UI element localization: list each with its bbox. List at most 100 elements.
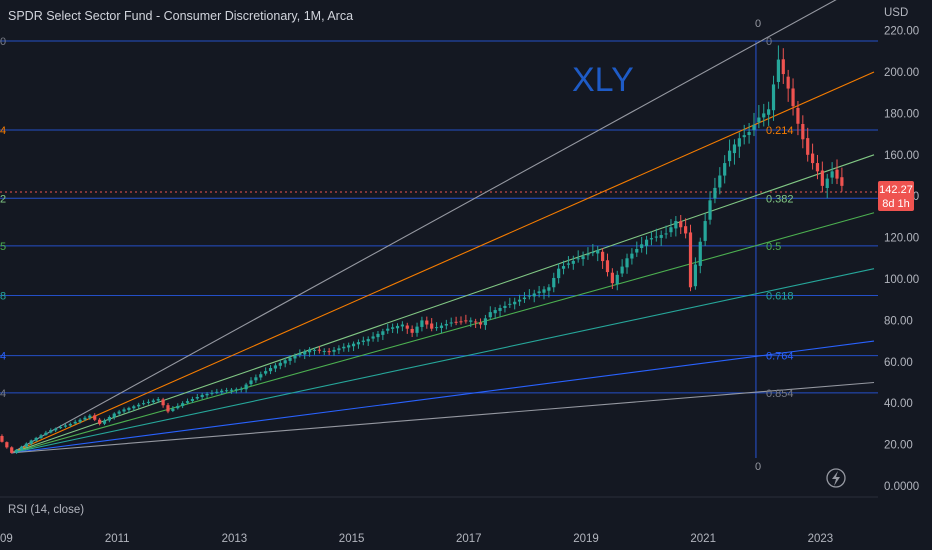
- price-badge: 142.27 8d 1h: [878, 181, 914, 211]
- candle-body: [552, 277, 556, 288]
- candle-body: [351, 343, 356, 347]
- candle-body: [547, 287, 551, 291]
- candle-body: [215, 391, 219, 393]
- candle-body: [654, 236, 658, 238]
- candlestick-series: [0, 45, 844, 454]
- candle-body: [161, 399, 165, 406]
- candle-body: [517, 299, 522, 302]
- y-tick-label: 80.00: [884, 315, 913, 327]
- candle-body: [112, 413, 116, 418]
- candle-body: [801, 124, 805, 140]
- fib-level-label: 0: [766, 36, 772, 48]
- candle-body: [522, 297, 527, 300]
- candle-body: [239, 388, 243, 390]
- candle-body: [498, 307, 502, 311]
- x-tick-label: 2021: [690, 533, 716, 545]
- candle-body: [283, 360, 287, 364]
- candle-body: [527, 295, 531, 297]
- candle-body: [127, 407, 131, 410]
- candle-body: [195, 396, 199, 399]
- time-axis[interactable]: 2009 2011 2013 2015 2017 2019 2021 2023: [0, 533, 833, 545]
- candle-body: [93, 415, 97, 420]
- candle-body: [176, 405, 180, 409]
- candle-body: [596, 250, 600, 254]
- candle-body: [581, 256, 585, 260]
- chart-title: SPDR Select Sector Fund - Consumer Discr…: [8, 9, 353, 23]
- fib-level-label: 0.382: [766, 193, 794, 205]
- candle-body: [703, 221, 707, 241]
- candle-body: [73, 421, 77, 424]
- fib-fan-line: [11, 0, 837, 454]
- candle-body: [610, 272, 614, 284]
- candle-body: [825, 178, 829, 189]
- candle-body: [605, 260, 610, 273]
- candle-body: [5, 442, 9, 448]
- candle-body: [615, 274, 619, 285]
- fib-edge-label: 4: [0, 351, 6, 363]
- candle-body: [625, 258, 629, 268]
- candle-body: [156, 399, 160, 401]
- y-tick-label: 200.00: [884, 67, 919, 79]
- candle-body: [386, 328, 390, 331]
- x-tick-label: 2013: [222, 533, 248, 545]
- y-tick-label: 40.00: [884, 398, 913, 410]
- x-tick-label: 2011: [105, 533, 130, 545]
- fib-fan-line: [11, 212, 875, 454]
- candle-body: [10, 447, 14, 453]
- candle-body: [537, 291, 541, 294]
- x-tick-label: 2019: [573, 533, 599, 545]
- candle-body: [542, 289, 546, 293]
- y-tick-label: 20.00: [884, 440, 913, 452]
- fib-zero-top-label: 0: [755, 18, 761, 30]
- candle-body: [791, 88, 795, 107]
- x-tick-label: 2017: [456, 533, 482, 545]
- candle-body: [439, 325, 444, 328]
- candle-body: [767, 109, 771, 115]
- last-price: 142.27: [879, 184, 913, 196]
- candle-body: [78, 419, 82, 422]
- candle-body: [146, 401, 151, 403]
- candle-body: [259, 374, 263, 378]
- candle-body: [39, 435, 43, 438]
- lightning-icon[interactable]: [826, 468, 846, 488]
- candle-body: [371, 336, 375, 339]
- candle-body: [298, 353, 302, 355]
- candle-body: [723, 163, 727, 176]
- candle-body: [141, 403, 146, 405]
- candle-body: [322, 350, 326, 352]
- candle-body: [68, 423, 72, 426]
- y-tick-label: 100.00: [884, 274, 919, 286]
- candle-body: [88, 415, 92, 418]
- indicator-label[interactable]: RSI (14, close): [8, 504, 84, 516]
- fib-zero-bottom-label: 0: [755, 461, 761, 473]
- fib-edge-label: 2: [0, 193, 6, 205]
- x-tick-label: 2015: [339, 533, 365, 545]
- candle-body: [420, 320, 424, 327]
- candle-body: [332, 349, 336, 352]
- price-axis-hit: [878, 0, 932, 550]
- fib-edge-label: 8: [0, 291, 6, 303]
- price-axis[interactable]: USD 220.00200.00180.00160.00140.00120.00…: [878, 0, 932, 550]
- candle-body: [83, 417, 87, 420]
- candle-body: [366, 339, 370, 342]
- candle-body: [742, 135, 746, 138]
- candle-body: [376, 333, 380, 338]
- candle-body: [737, 138, 741, 147]
- fib-level-label: 0.618: [766, 291, 794, 303]
- fib-fan-line: [11, 154, 875, 454]
- candle-body: [566, 263, 571, 265]
- lightning-icon-bolt: [832, 471, 840, 486]
- candle-body: [224, 390, 229, 392]
- candle-body: [249, 380, 253, 385]
- candle-body: [830, 171, 834, 178]
- fib-fan-line: [11, 71, 875, 454]
- fib-fan-line: [11, 340, 875, 454]
- candle-body: [434, 327, 439, 329]
- symbol-annotation: XLY: [572, 61, 634, 99]
- candle-body: [430, 323, 434, 329]
- candle-body: [708, 200, 712, 220]
- candle-body: [264, 371, 268, 374]
- candle-body: [347, 345, 351, 348]
